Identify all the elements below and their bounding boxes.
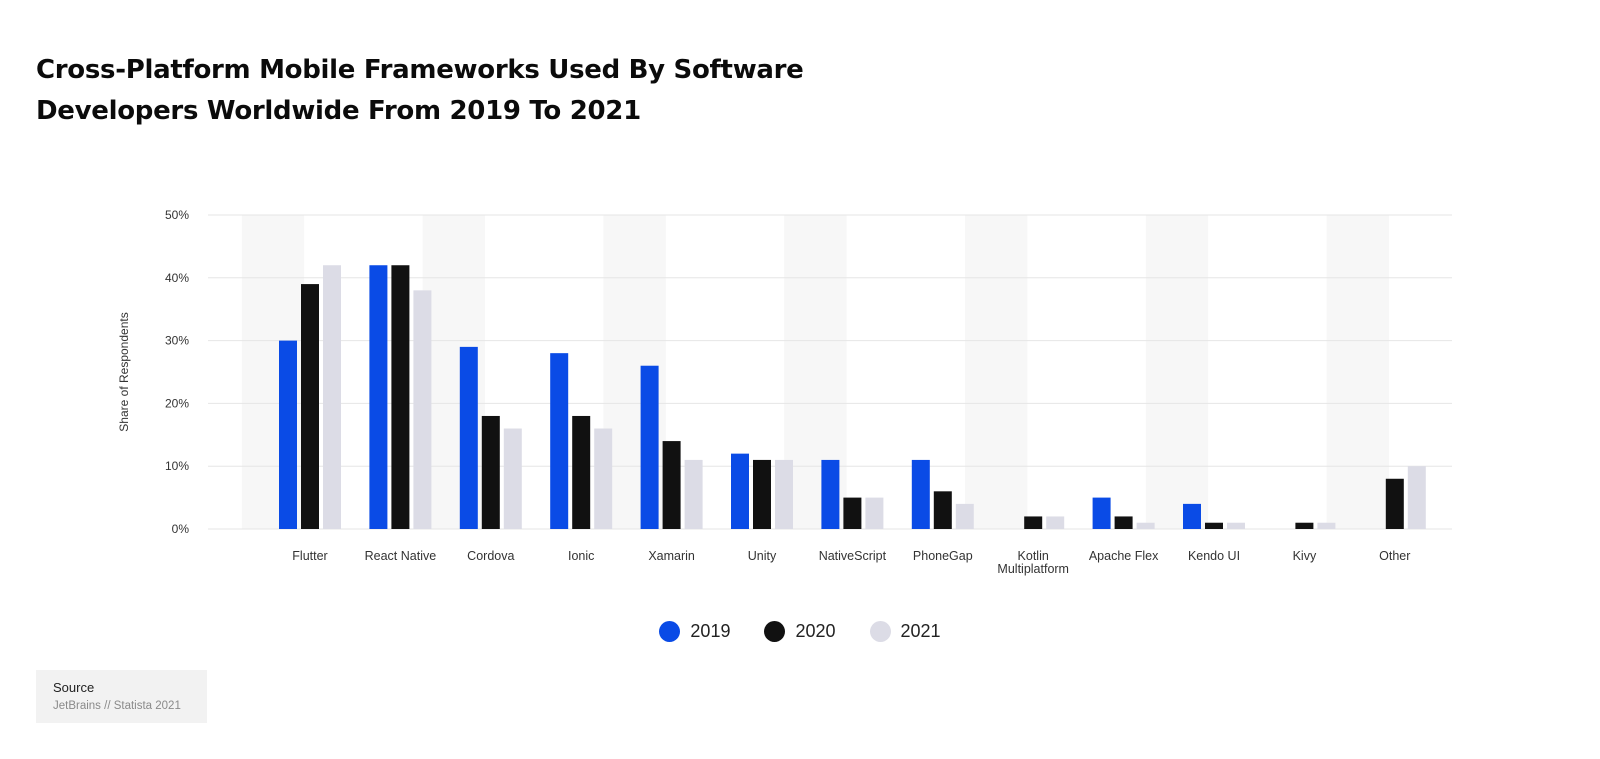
x-tick-label: Unity: [748, 549, 777, 563]
y-tick-label: 0%: [172, 522, 190, 536]
source-text: JetBrains // Statista 2021: [53, 700, 181, 712]
bar-2021[interactable]: [775, 459, 793, 529]
bar-2021[interactable]: [1046, 516, 1065, 529]
bar-2020[interactable]: [662, 441, 681, 529]
legend-label: 2020: [795, 620, 836, 641]
bar-2019[interactable]: [550, 353, 569, 529]
x-tick-label: Kivy: [1293, 549, 1317, 563]
y-tick-label: 40%: [165, 271, 189, 285]
x-tick-label: Flutter: [292, 549, 327, 563]
x-tick-label: Apache Flex: [1089, 549, 1159, 563]
x-axis-labels: Flutter React Native Cordova Ionic Xamarin Un…: [292, 549, 1410, 576]
bar-2020[interactable]: [753, 459, 771, 529]
x-tick-label: Cordova: [467, 549, 514, 563]
bar-2019[interactable]: [1183, 503, 1201, 529]
bar-2021[interactable]: [1407, 466, 1426, 529]
bar-2019[interactable]: [640, 365, 659, 529]
bar-2019[interactable]: [731, 453, 749, 529]
bar-2021[interactable]: [1227, 522, 1245, 529]
bar-2020[interactable]: [572, 415, 591, 529]
x-tick-label: Kotlin Multiplatform: [997, 549, 1069, 576]
legend-swatch: [659, 620, 681, 642]
bars: [279, 265, 1426, 529]
legend-item-2020[interactable]: 2020: [764, 620, 836, 642]
x-tick-label: PhoneGap: [913, 549, 973, 563]
bar-2019[interactable]: [911, 459, 930, 529]
bar-2019[interactable]: [1092, 497, 1111, 529]
legend-label: 2021: [900, 620, 941, 641]
category-band: [1326, 215, 1389, 529]
y-axis-ticks: 0% 10% 20% 30% 40% 50%: [165, 208, 189, 536]
x-tick-label: NativeScript: [819, 549, 887, 563]
y-tick-label: 30%: [165, 334, 189, 348]
bar-2020[interactable]: [481, 415, 500, 529]
bar-2021[interactable]: [865, 497, 884, 529]
bar-2019[interactable]: [459, 346, 478, 529]
bar-2021[interactable]: [955, 503, 974, 529]
y-tick-label: 20%: [165, 396, 189, 410]
legend-swatch: [764, 620, 786, 642]
legend-item-2021[interactable]: 2021: [869, 620, 941, 642]
category-band: [965, 215, 1028, 529]
bar-2020[interactable]: [1205, 522, 1223, 529]
bar-2020[interactable]: [391, 265, 410, 529]
bar-2020[interactable]: [1295, 522, 1314, 529]
bar-2019[interactable]: [369, 265, 388, 529]
category-bands: [241, 215, 1389, 529]
chart-title-line-1: Cross-Platform Mobile Frameworks Used By…: [36, 55, 804, 85]
source-box[interactable]: Source JetBrains // Statista 2021: [36, 670, 207, 723]
bar-2021[interactable]: [503, 428, 522, 529]
bar-2019[interactable]: [279, 340, 297, 529]
bar-chart: 0% 10% 20% 30% 40% 50% Share of Respondents F…: [117, 208, 1452, 576]
legend-label: 2019: [690, 620, 731, 641]
bar-2019[interactable]: [821, 459, 840, 529]
bar-2020[interactable]: [1024, 516, 1043, 529]
x-tick-label: Kendo UI: [1188, 549, 1240, 563]
bar-2020[interactable]: [301, 284, 319, 529]
x-tick-label: React Native: [365, 549, 437, 563]
bar-2021[interactable]: [594, 428, 613, 529]
y-axis-title: Share of Respondents: [117, 312, 131, 431]
bar-2021[interactable]: [1136, 522, 1155, 529]
x-tick-label: Other: [1379, 549, 1410, 563]
source-title: Source: [53, 680, 95, 695]
legend-item-2019[interactable]: 2019: [659, 620, 731, 642]
bar-2020[interactable]: [843, 497, 862, 529]
bar-2021[interactable]: [413, 290, 432, 529]
legend-swatch: [869, 620, 891, 642]
bar-2020[interactable]: [933, 491, 952, 529]
legend: 2019 2020 2021: [0, 616, 1600, 646]
bar-2021[interactable]: [1317, 522, 1336, 529]
bar-2021[interactable]: [684, 459, 703, 529]
y-tick-label: 50%: [165, 208, 189, 222]
bar-2020[interactable]: [1385, 478, 1404, 529]
chart-title: Cross-Platform Mobile Frameworks Used By…: [36, 50, 936, 132]
y-tick-label: 10%: [165, 459, 189, 473]
x-tick-label: Ionic: [568, 549, 594, 563]
category-band: [1145, 215, 1209, 529]
x-tick-label: Xamarin: [648, 549, 695, 563]
bar-2020[interactable]: [1114, 516, 1133, 529]
bar-2021[interactable]: [323, 265, 341, 529]
chart-title-line-2: Developers Worldwide From 2019 To 2021: [36, 96, 641, 126]
